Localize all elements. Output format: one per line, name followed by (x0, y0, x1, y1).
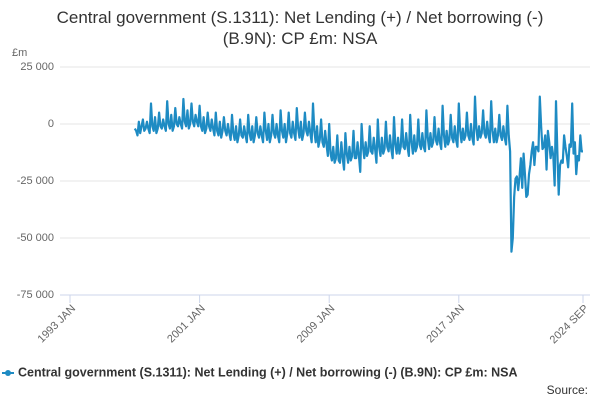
legend-marker (5, 370, 11, 376)
y-tick-label: -50 000 (17, 232, 54, 244)
y-tick-label: -75 000 (17, 289, 54, 301)
x-tick-label: 2009 JAN (295, 303, 338, 346)
source-label: Source: (547, 383, 588, 397)
y-tick-label: 25 000 (20, 61, 54, 73)
x-tick-label: 2001 JAN (165, 303, 208, 346)
y-tick-label: 0 (48, 118, 54, 130)
legend-label: Central government (S.1311): Net Lending… (18, 365, 517, 379)
x-tick-label: 2024 SEP (548, 303, 592, 347)
series-line (133, 95, 583, 253)
y-unit: £m (12, 47, 27, 59)
x-tick-label: 2017 JAN (424, 303, 467, 346)
chart-title: Central government (S.1311): Net Lending… (56, 8, 544, 48)
y-tick-label: -25 000 (17, 175, 54, 187)
x-tick-label: 1993 JAN (36, 303, 79, 346)
